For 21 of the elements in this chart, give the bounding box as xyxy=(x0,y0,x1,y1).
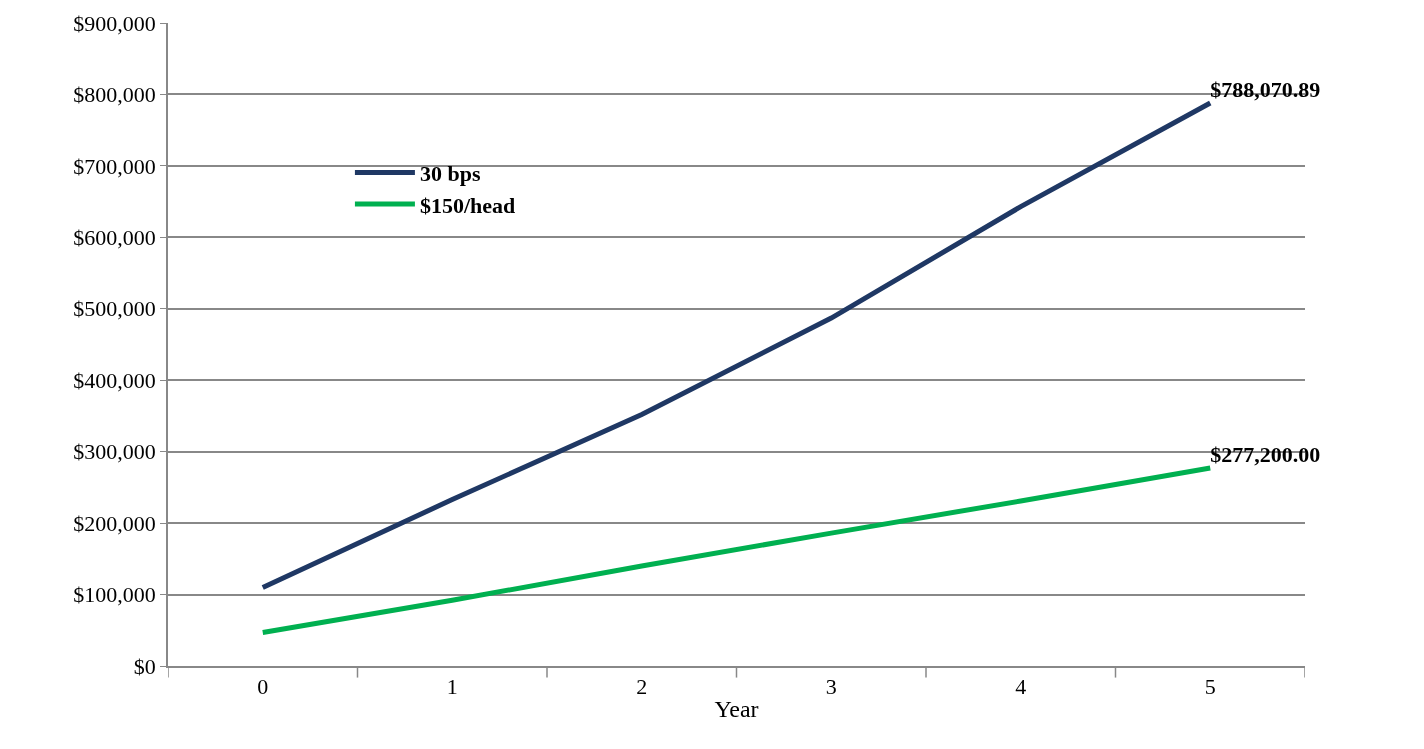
y-tick-label: $900,000 xyxy=(73,10,156,36)
x-tick-label: 5 xyxy=(1204,674,1216,700)
y-tick-label: $500,000 xyxy=(73,296,156,322)
y-tick-label: $700,000 xyxy=(73,153,156,179)
y-tick-label: $300,000 xyxy=(73,439,156,465)
data-label: $788,070.89 xyxy=(1210,77,1321,103)
y-tick-label: $800,000 xyxy=(73,82,156,108)
legend-label: 30 bps xyxy=(419,160,481,186)
data-label: $277,200.00 xyxy=(1210,442,1321,468)
y-tick-label: $100,000 xyxy=(73,582,156,608)
y-tick-label: $0 xyxy=(133,653,156,679)
x-tick-label: 0 xyxy=(257,674,269,700)
y-tick-label: $600,000 xyxy=(73,225,156,251)
x-tick-label: 3 xyxy=(825,674,837,700)
y-tick-label: $200,000 xyxy=(73,510,156,536)
x-tick-label: 4 xyxy=(1015,674,1027,700)
x-axis-title: Year xyxy=(714,695,759,722)
x-tick-label: 1 xyxy=(446,674,458,700)
y-tick-label: $400,000 xyxy=(73,367,156,393)
legend-label: $150/head xyxy=(419,192,516,218)
x-tick-label: 2 xyxy=(636,674,648,700)
